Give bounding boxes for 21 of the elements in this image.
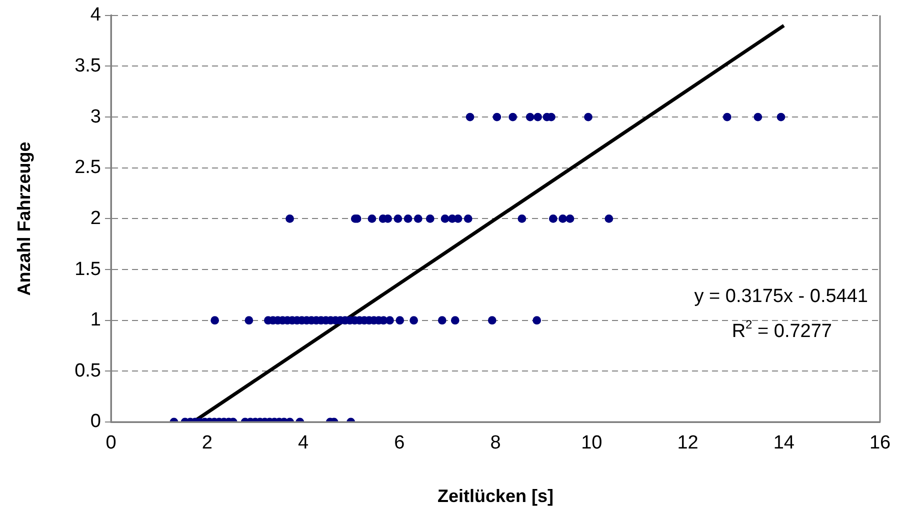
y-tick-label: 1.5 xyxy=(74,258,101,280)
y-tick-label: 2 xyxy=(90,208,101,229)
x-tick-label: 14 xyxy=(773,432,795,454)
y-tick-label: 1 xyxy=(90,310,101,331)
y-tick-label: 3 xyxy=(90,106,101,128)
x-tick-label: 8 xyxy=(490,432,501,454)
x-axis-title: Zeitlücken [s] xyxy=(437,486,554,506)
y-axis-title: Anzahl Fahrzeuge xyxy=(14,142,34,296)
annotation: y = 0.3175x - 0.5441 xyxy=(694,286,868,308)
x-tick-label: 0 xyxy=(106,432,116,454)
x-tick-label: 2 xyxy=(202,432,212,454)
x-tick-label: 16 xyxy=(869,432,891,454)
x-tick-label: 4 xyxy=(298,432,309,454)
y-tick-label: 3.5 xyxy=(74,55,101,76)
y-tick-label: 2.5 xyxy=(74,157,101,178)
y-tick-label: 4 xyxy=(90,4,102,26)
y-tick-label: 0 xyxy=(90,411,101,432)
x-tick-label: 12 xyxy=(677,432,698,454)
x-tick-label: 10 xyxy=(581,432,602,454)
x-tick-label: 6 xyxy=(394,432,405,454)
y-tick-label: 0.5 xyxy=(74,360,101,382)
